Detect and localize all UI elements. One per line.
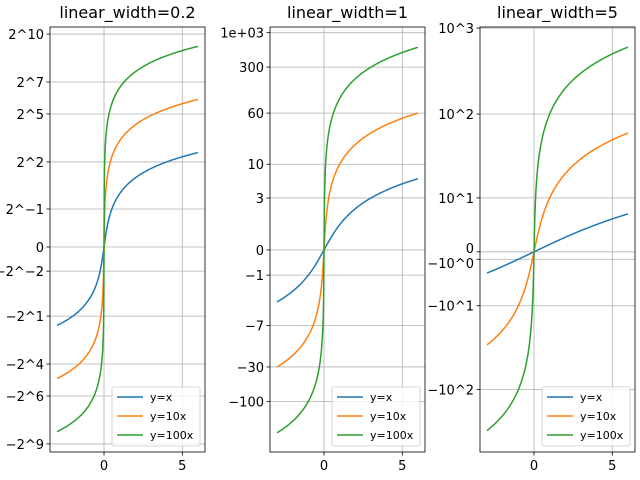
series-line-y=10x <box>56 98 199 380</box>
y-tick-label: −2^6 <box>6 390 44 405</box>
y-tick-label: −10^2 <box>427 384 474 399</box>
x-tick-label: 5 <box>398 459 406 474</box>
x-tick-label: 0 <box>530 459 538 474</box>
legend-label: y=100x <box>580 429 624 442</box>
axes-frame <box>479 26 636 453</box>
y-tick-label: 60 <box>247 107 264 122</box>
y-tick-label: 1e+03 <box>220 27 264 42</box>
y-tick-label: 10 <box>247 158 264 173</box>
axes-frame <box>269 26 426 453</box>
series-line-y=10x <box>276 112 419 368</box>
legend-label: y=100x <box>150 429 194 442</box>
legend-box <box>541 386 631 447</box>
series-line-y=x <box>276 177 419 303</box>
series-line-y=x <box>486 213 629 274</box>
y-tick-label: 0 <box>466 242 474 257</box>
y-tick-label: −2^9 <box>6 438 44 453</box>
y-tick-label: 2^7 <box>17 76 44 91</box>
y-tick-label: 300 <box>239 61 264 76</box>
y-tick-label: 2^2 <box>17 156 44 171</box>
y-tick-label: 10^2 <box>438 108 474 123</box>
y-tick-label: −100 <box>228 395 264 410</box>
legend-label: y=x <box>580 391 603 404</box>
x-tick-label: 5 <box>178 459 186 474</box>
y-tick-label: −10^0 <box>427 257 474 272</box>
y-tick-label: 3 <box>256 192 264 207</box>
y-tick-label: 0 <box>256 244 264 259</box>
subplot-title: linear_width=1 <box>287 3 408 23</box>
subplot-1: 0 5 2^10 2^7 2^5 2^2 2^−1 0 −2^−2 −2^1 −2^4 −2^6 −2^… <box>0 3 206 474</box>
legend: y=x y=10x y=100x <box>541 386 631 447</box>
legend-label: y=10x <box>580 410 617 423</box>
legend-box <box>111 386 201 447</box>
y-tick-label: −10^1 <box>427 300 474 315</box>
series-line-y=100x <box>56 45 199 433</box>
subplot-2: 0 5 1e+03 300 60 10 3 0 −1 −7 −30 −100 linear_width=… <box>220 3 426 474</box>
legend-label: y=x <box>370 391 393 404</box>
y-tick-label: 2^10 <box>8 28 44 43</box>
subplot-title: linear_width=0.2 <box>59 3 195 23</box>
series-line-y=100x <box>276 46 419 434</box>
y-tick-label: −1 <box>245 269 264 284</box>
legend-label: y=x <box>150 391 173 404</box>
y-tick-label: −2^1 <box>6 310 44 325</box>
series-line-y=100x <box>486 46 629 432</box>
legend-box <box>331 386 421 447</box>
x-tick-label: 5 <box>608 459 616 474</box>
subplot-3: 0 510^310^210^10−10^0−10^1−10^2linear_wid… <box>427 3 636 474</box>
subplot-title: linear_width=5 <box>497 3 618 23</box>
legend: y=x y=10x y=100x <box>111 386 201 447</box>
y-tick-label: 10^3 <box>438 22 474 37</box>
legend-label: y=10x <box>370 410 407 423</box>
y-tick-label: 2^5 <box>17 108 44 123</box>
y-tick-label: −7 <box>245 320 264 335</box>
y-tick-label: −2^−2 <box>0 265 44 280</box>
legend: y=x y=10x y=100x <box>331 386 421 447</box>
legend-label: y=100x <box>370 429 414 442</box>
y-tick-label: −2^4 <box>6 358 44 373</box>
axes-frame <box>49 26 206 453</box>
series-line-y=x <box>56 151 199 327</box>
series-line-y=10x <box>486 132 629 346</box>
y-tick-label: 2^−1 <box>6 203 44 218</box>
y-tick-label: 10^1 <box>438 192 474 207</box>
y-tick-label: 0 <box>36 241 44 256</box>
x-tick-label: 0 <box>320 459 328 474</box>
y-tick-label: −30 <box>237 361 264 376</box>
x-tick-label: 0 <box>100 459 108 474</box>
legend-label: y=10x <box>150 410 187 423</box>
